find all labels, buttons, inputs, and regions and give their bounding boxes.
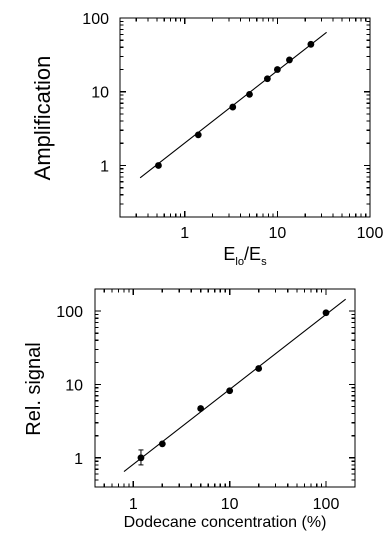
rel-signal-chart: 1 10 100 1 10 100 Rel. signal Dodecane concentr… <box>23 288 356 531</box>
data-point <box>137 454 145 462</box>
plot-frame <box>94 288 356 488</box>
amplification-chart: 1 10 100 1 10 100 Amplification Elo/Es <box>30 11 383 268</box>
y-tick-label: 1 <box>100 158 109 175</box>
plot-frame <box>119 17 371 218</box>
fit-line <box>123 298 347 472</box>
data-point <box>194 131 202 139</box>
y-tick-label: 10 <box>91 85 109 102</box>
y-axis-label: Amplification <box>30 56 55 181</box>
data-point <box>286 56 293 64</box>
x-tick-label: 1 <box>180 225 189 242</box>
x-axis-label: Dodecane concentration (%) <box>124 514 327 531</box>
x-tick-label: 100 <box>357 225 384 242</box>
data-point <box>229 103 237 111</box>
y-tick-label: 10 <box>65 377 83 394</box>
y-axis-label: Rel. signal <box>23 342 45 435</box>
data-point <box>255 365 263 372</box>
data-point <box>322 309 330 317</box>
data-point <box>158 440 166 448</box>
data-point <box>263 75 271 83</box>
x-axis-label: Elo/Es <box>223 244 267 268</box>
y-tick-label: 100 <box>82 11 109 28</box>
x-tick-label: 1 <box>129 496 138 513</box>
data-point <box>273 66 281 73</box>
data-point <box>226 387 234 395</box>
x-tick-label: 100 <box>313 496 340 513</box>
data-point <box>155 162 162 169</box>
x-tick-label: 10 <box>221 496 239 513</box>
data-point <box>197 405 205 412</box>
y-tick-label: 1 <box>74 451 83 468</box>
y-tick-label: 100 <box>56 304 83 321</box>
data-point <box>307 40 315 48</box>
data-point <box>246 91 253 98</box>
x-tick-label: 10 <box>268 225 286 242</box>
